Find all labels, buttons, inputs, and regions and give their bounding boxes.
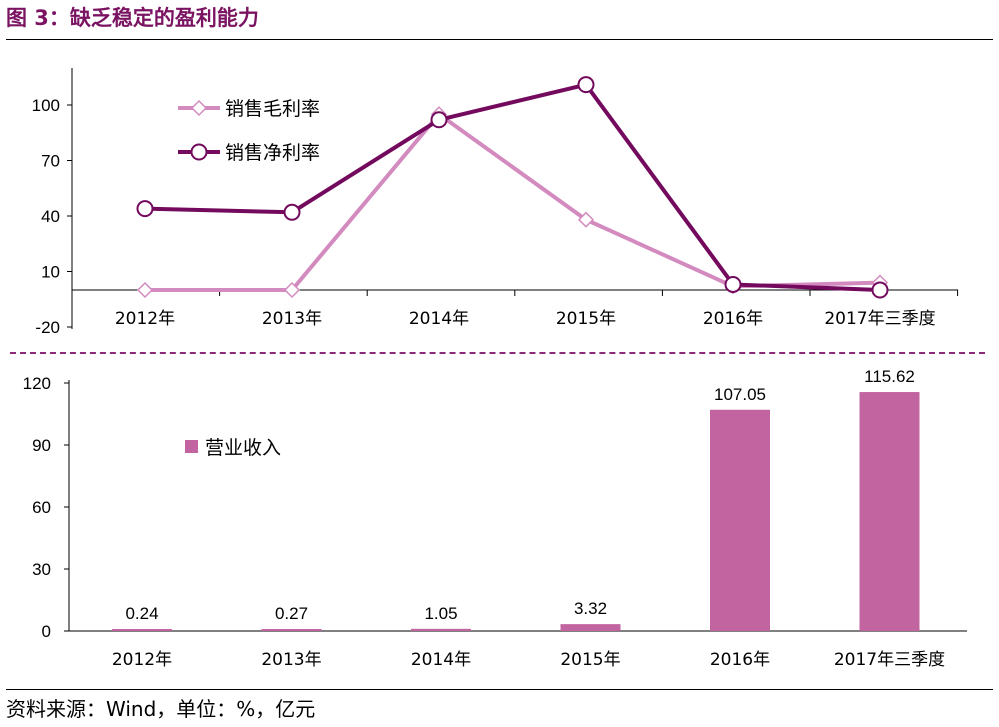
x-category-label: 2014年	[409, 309, 469, 329]
figure-title: 图 3：缺乏稳定的盈利能力	[6, 6, 259, 30]
y-tick-label: 30	[32, 560, 51, 579]
y-tick-label: -20	[35, 318, 60, 337]
legend-label-2: 销售净利率	[225, 142, 320, 164]
x-category-label: 2013年	[261, 650, 321, 670]
series-line-2	[144, 82, 881, 292]
bar-data-label: 115.62	[864, 367, 915, 386]
y-tick-label: 60	[32, 498, 51, 517]
bar-data-label: 0.27	[275, 604, 308, 623]
x-category-label: 2014年	[411, 650, 471, 670]
net-margin-point	[871, 281, 889, 299]
bar-data-label: 0.24	[125, 604, 158, 623]
panel-divider	[10, 352, 985, 354]
y-tick-label: 90	[32, 436, 51, 455]
net-margin-point	[430, 111, 448, 129]
revenue-bar	[560, 624, 621, 631]
revenue-bar	[112, 629, 172, 631]
y-tick-label: 120	[23, 374, 51, 393]
x-category-label: 2016年	[710, 650, 770, 670]
y-tick-label: 100	[32, 96, 60, 115]
gross-margin-point	[577, 211, 595, 228]
x-category-label: 2013年	[262, 309, 322, 329]
legend-swatch	[185, 440, 198, 453]
gross-margin-point	[283, 281, 301, 299]
legend-label: 营业收入	[205, 437, 281, 459]
net-margin-point	[136, 200, 154, 218]
revenue-bar	[710, 409, 770, 631]
bar-data-label: 3.32	[574, 599, 607, 618]
x-category-label: 2017年三季度	[824, 309, 935, 329]
gross-margin-point	[136, 281, 154, 299]
legend-marker-circle	[190, 143, 208, 161]
margin-line-chart: -20 10 40 70 100 2012年 2013年 2014年 2015年 2016年 201…	[32, 68, 959, 337]
x-category-label: 2017年三季度	[834, 650, 945, 670]
net-margin-point	[577, 76, 595, 94]
bar-data-label: 107.05	[714, 385, 766, 404]
x-category-label: 2012年	[112, 650, 172, 670]
x-category-label: 2012年	[115, 309, 175, 329]
x-category-label: 2015年	[556, 309, 616, 329]
revenue-bar	[261, 629, 322, 631]
net-margin-point	[724, 275, 742, 293]
legend-marker-diamond	[190, 99, 208, 117]
y-tick-label: 0	[42, 622, 51, 641]
y-tick-label: 70	[41, 152, 60, 171]
y-tick-label: 10	[41, 263, 60, 282]
title-rule	[6, 39, 993, 40]
bar-data-label: 1.05	[424, 604, 457, 623]
legend-label-1: 销售毛利率	[225, 98, 320, 120]
x-category-label: 2015年	[560, 650, 620, 670]
x-category-label: 2016年	[703, 309, 763, 329]
revenue-bar	[859, 392, 920, 631]
revenue-bar-chart: 0 30 60 90 120 0.24 0.27 1.05 3.32 107.05 115.62 20…	[23, 367, 967, 670]
source-rule	[6, 689, 993, 690]
y-tick-label: 40	[41, 207, 60, 226]
revenue-bar	[411, 628, 471, 631]
net-margin-point	[283, 203, 301, 221]
figure-source: 资料来源：Wind，单位：%，亿元	[6, 697, 316, 721]
